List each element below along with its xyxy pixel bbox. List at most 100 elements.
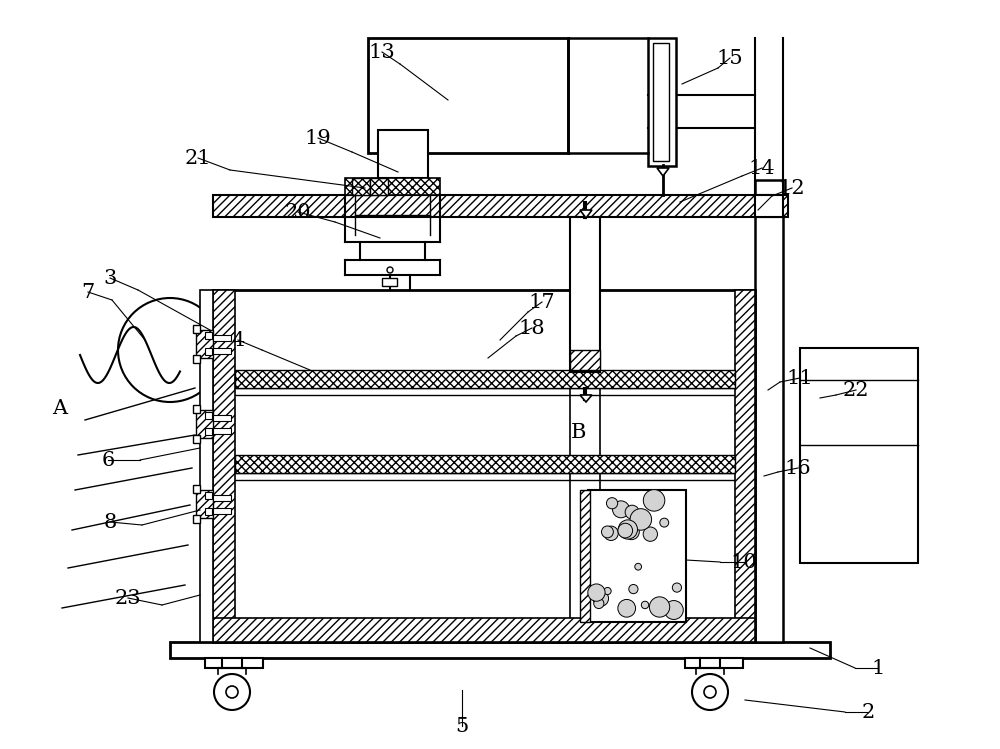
- Text: 22: 22: [843, 380, 869, 399]
- Text: 11: 11: [787, 369, 813, 387]
- Polygon shape: [657, 168, 669, 176]
- Text: 10: 10: [731, 553, 757, 571]
- Bar: [570, 350, 600, 370]
- Bar: [755, 195, 783, 217]
- Bar: [213, 428, 231, 434]
- Bar: [213, 618, 755, 642]
- Bar: [193, 405, 200, 413]
- Circle shape: [226, 686, 238, 698]
- Circle shape: [630, 509, 652, 530]
- Bar: [170, 642, 830, 658]
- Bar: [648, 38, 676, 166]
- Bar: [205, 412, 212, 419]
- Bar: [213, 195, 788, 217]
- Bar: [580, 490, 590, 622]
- Circle shape: [660, 518, 669, 527]
- Bar: [196, 490, 213, 518]
- Bar: [368, 38, 568, 153]
- Circle shape: [624, 524, 639, 540]
- Bar: [205, 332, 212, 339]
- Text: 5: 5: [455, 717, 469, 736]
- Bar: [235, 455, 735, 473]
- Bar: [213, 495, 231, 501]
- Bar: [570, 217, 600, 372]
- Text: A: A: [52, 398, 68, 417]
- Bar: [213, 348, 231, 354]
- Polygon shape: [580, 210, 592, 218]
- Bar: [205, 428, 212, 435]
- Circle shape: [604, 526, 618, 541]
- Circle shape: [618, 599, 636, 617]
- Circle shape: [387, 267, 393, 273]
- Circle shape: [594, 598, 604, 608]
- Bar: [800, 348, 918, 563]
- Circle shape: [618, 520, 638, 539]
- Text: 7: 7: [81, 282, 95, 302]
- Circle shape: [692, 674, 728, 710]
- Text: 12: 12: [779, 178, 805, 198]
- Bar: [735, 290, 755, 642]
- Circle shape: [642, 515, 649, 521]
- Bar: [205, 348, 212, 355]
- Bar: [205, 658, 263, 668]
- Bar: [193, 485, 200, 493]
- Bar: [213, 508, 231, 514]
- Circle shape: [672, 583, 682, 592]
- Bar: [205, 508, 212, 515]
- Text: 15: 15: [717, 49, 743, 67]
- Text: 19: 19: [305, 129, 331, 148]
- Bar: [370, 178, 388, 195]
- Bar: [235, 370, 735, 388]
- Text: 23: 23: [115, 589, 141, 607]
- Bar: [755, 180, 783, 642]
- Bar: [588, 490, 686, 622]
- Bar: [196, 330, 213, 358]
- Circle shape: [629, 584, 638, 594]
- Circle shape: [606, 497, 618, 509]
- Circle shape: [664, 601, 683, 619]
- Bar: [352, 178, 370, 195]
- Text: 8: 8: [103, 512, 117, 532]
- Bar: [196, 410, 213, 438]
- Circle shape: [593, 591, 609, 606]
- Text: 6: 6: [101, 450, 115, 470]
- Circle shape: [635, 563, 642, 570]
- Bar: [345, 178, 440, 195]
- Text: 1: 1: [871, 658, 885, 678]
- Circle shape: [602, 526, 613, 538]
- Bar: [213, 290, 235, 642]
- Bar: [193, 325, 200, 333]
- Bar: [193, 515, 200, 523]
- Text: 4: 4: [231, 330, 245, 350]
- Text: 13: 13: [369, 43, 395, 61]
- Bar: [378, 130, 428, 178]
- Bar: [213, 335, 231, 341]
- Circle shape: [643, 527, 657, 542]
- Polygon shape: [580, 395, 592, 402]
- Circle shape: [613, 501, 629, 518]
- Text: 21: 21: [185, 148, 211, 168]
- Bar: [193, 435, 200, 443]
- Bar: [685, 658, 743, 668]
- Circle shape: [625, 505, 639, 519]
- Circle shape: [649, 597, 670, 617]
- Bar: [213, 290, 755, 642]
- Text: 2: 2: [861, 703, 875, 721]
- Circle shape: [641, 601, 649, 609]
- Bar: [200, 290, 213, 642]
- Text: 3: 3: [103, 268, 117, 288]
- Bar: [205, 492, 212, 499]
- Circle shape: [641, 512, 649, 521]
- Bar: [653, 43, 669, 161]
- Text: 17: 17: [529, 293, 555, 312]
- Bar: [382, 278, 397, 286]
- Circle shape: [704, 686, 716, 698]
- Circle shape: [604, 587, 611, 595]
- Circle shape: [588, 584, 605, 601]
- Circle shape: [214, 674, 250, 710]
- Circle shape: [118, 298, 222, 402]
- Text: B: B: [570, 422, 586, 441]
- Circle shape: [643, 490, 665, 511]
- Bar: [193, 355, 200, 363]
- Text: 20: 20: [285, 202, 311, 222]
